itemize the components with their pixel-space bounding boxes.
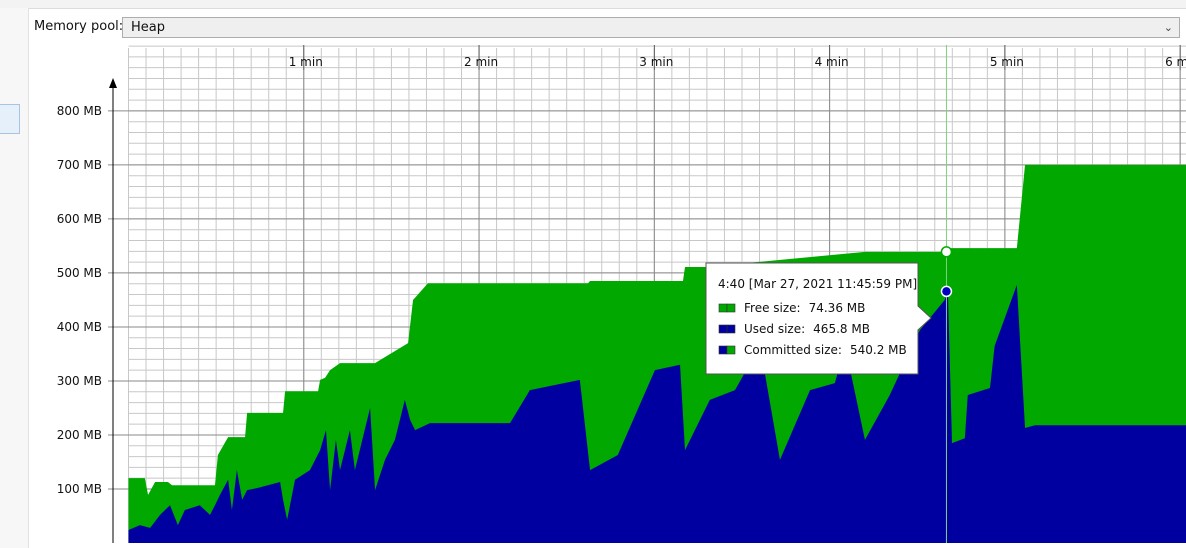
- dropdown-arrow[interactable]: ⌄: [1163, 21, 1173, 34]
- x-tick-label: 2 min: [464, 55, 498, 69]
- y-tick-label: 800 MB: [57, 104, 102, 118]
- pool-label: Memory pool:: [34, 19, 124, 34]
- swatch: [718, 345, 728, 355]
- tooltip-box: [705, 262, 932, 375]
- x-tick-label: 6 min: [1165, 55, 1186, 69]
- pool-select[interactable]: Heap ⌄: [122, 17, 1180, 38]
- x-tick-label: 4 min: [815, 55, 849, 69]
- tooltip-title: 4:40 [Mar 27, 2021 11:45:59 PM]: [718, 277, 917, 291]
- tooltip: 4:40 [Mar 27, 2021 11:45:59 PM] Free size…: [705, 262, 932, 375]
- y-tick-label: 100 MB: [57, 482, 102, 496]
- x-tick-label: 1 min: [289, 55, 323, 69]
- tooltip-label: Committed size:: [744, 343, 842, 357]
- swatch: [718, 303, 728, 313]
- pool-value: Heap: [131, 20, 165, 35]
- y-tick-label: 600 MB: [57, 212, 102, 226]
- side-button[interactable]: [0, 104, 20, 134]
- area: [128, 164, 1186, 543]
- swatch: [726, 303, 736, 313]
- x-tick-label: 3 min: [639, 55, 673, 69]
- tooltip-value: 465.8 MB: [813, 322, 870, 336]
- y-tick-label: 700 MB: [57, 158, 102, 172]
- tooltip-value: 74.36 MB: [809, 301, 866, 315]
- y-tick-label: 500 MB: [57, 266, 102, 280]
- tooltip-label: Free size:: [744, 301, 801, 315]
- tooltip-value: 540.2 MB: [850, 343, 907, 357]
- tooltip-label: Used size:: [744, 322, 805, 336]
- tab-strip: [0, 0, 1186, 9]
- y-tick-label: 300 MB: [57, 374, 102, 388]
- y-tick-label: 200 MB: [57, 428, 102, 442]
- area: [128, 284, 1186, 543]
- side-panel: [0, 8, 29, 548]
- swatch: [718, 324, 728, 334]
- y-axis-arrow: [109, 78, 117, 88]
- cursor-marker: [940, 285, 953, 298]
- swatch: [726, 324, 736, 334]
- swatch: [726, 345, 736, 355]
- cursor-marker: [940, 246, 953, 258]
- x-tick-label: 5 min: [990, 55, 1024, 69]
- y-tick-label: 400 MB: [57, 320, 102, 334]
